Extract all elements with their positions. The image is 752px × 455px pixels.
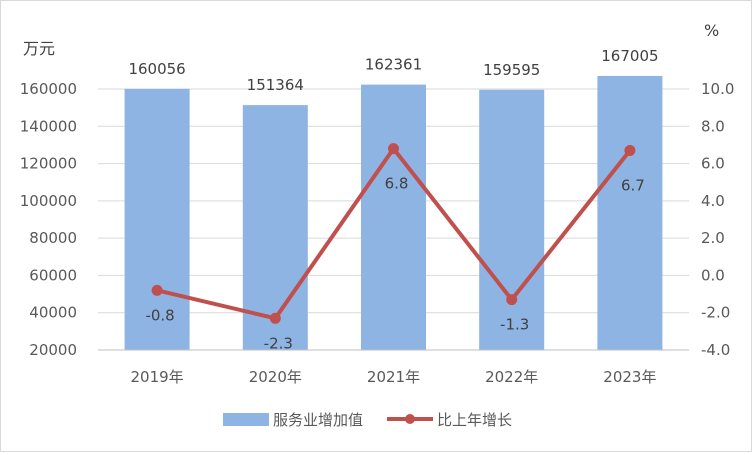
y-left-tick-label: 140000 (20, 117, 77, 135)
line-point (506, 294, 518, 306)
y-left-tick-label: 20000 (29, 341, 77, 359)
legend-line-marker (405, 414, 415, 424)
line-value-label: -2.3 (264, 334, 293, 352)
bar (242, 105, 308, 350)
y-left-tick-label: 80000 (29, 229, 77, 247)
legend-line-label: 比上年增长 (437, 411, 512, 429)
y-left-unit: 万元 (23, 39, 55, 58)
line-point (388, 143, 399, 155)
bar (479, 89, 545, 350)
bar-value-label: 162361 (365, 56, 422, 74)
line-point (269, 312, 281, 324)
bar-value-label: 151364 (247, 76, 304, 94)
axes: 20000 40000 60000 80000 100000 120000 140000 16… (20, 80, 735, 386)
y-right-tick-label: 10.0 (701, 80, 734, 98)
y-right-tick-label: -4.0 (701, 341, 730, 359)
x-tick-label: 2023年 (603, 368, 656, 386)
line-value-label: 6.8 (385, 175, 409, 193)
legend: 服务业增加值 比上年增长 (223, 411, 512, 429)
y-right-tick-label: 0.0 (701, 266, 725, 284)
bar-value-label: 160056 (128, 60, 185, 78)
y-left-tick-label: 40000 (29, 304, 77, 322)
bar (361, 84, 426, 350)
line-value-label: -1.3 (500, 316, 529, 334)
y-right-tick-label: 4.0 (701, 192, 725, 210)
x-tick-label: 2020年 (249, 368, 302, 386)
legend-bar-label: 服务业增加值 (273, 411, 363, 429)
bar-value-label: 159595 (483, 61, 540, 79)
y-right-unit: % (704, 21, 719, 40)
y-left-tick-label: 160000 (20, 80, 77, 98)
bar-series (124, 75, 663, 351)
y-right-tick-label: 6.0 (701, 155, 725, 173)
line-point (151, 284, 163, 296)
line-series (151, 143, 636, 324)
bar-value-label: 167005 (601, 47, 658, 65)
line-point (624, 145, 636, 157)
legend-bar-swatch (223, 413, 269, 426)
bar (124, 88, 190, 350)
y-left-tick-label: 60000 (29, 266, 77, 284)
x-tick-label: 2022年 (485, 368, 538, 386)
x-tick-label: 2021年 (367, 368, 420, 386)
y-right-tick-label: 2.0 (701, 229, 725, 247)
line-value-label: 6.7 (621, 177, 645, 195)
y-left-tick-label: 100000 (20, 192, 77, 210)
x-tick-label: 2019年 (131, 368, 184, 386)
data-labels: 160056 151364 162361 159595 167005 -0.8 -2.3 6.… (128, 47, 658, 352)
y-right-tick-label: -2.0 (701, 304, 730, 322)
bar (597, 75, 663, 351)
y-left-tick-label: 120000 (20, 155, 77, 173)
y-right-tick-label: 8.0 (701, 117, 725, 135)
line-value-label: -0.8 (145, 306, 174, 324)
